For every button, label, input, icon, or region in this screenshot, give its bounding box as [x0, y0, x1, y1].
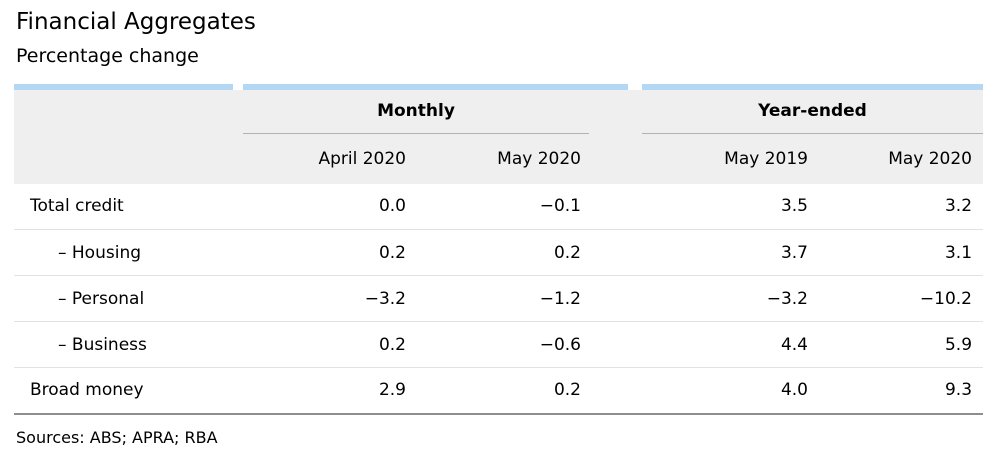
spacer-column	[589, 229, 642, 276]
cell-value: −1.2	[414, 275, 589, 322]
gap-column	[233, 367, 243, 415]
page-title: Financial Aggregates	[16, 9, 256, 35]
row-label: – Housing	[14, 229, 233, 276]
cell-value: 4.4	[642, 321, 816, 368]
gap-column	[233, 184, 243, 230]
spacer-column	[589, 184, 642, 230]
table-row-housing: – Housing 0.2 0.2 3.7 3.1	[14, 229, 984, 276]
sources-note: Sources: ABS; APRA; RBA	[16, 427, 218, 447]
accent-gap	[628, 84, 642, 90]
column-header-may-2020-year-ended: May 2020	[816, 133, 984, 184]
accent-segment-labels	[14, 83, 233, 90]
column-header-row: April 2020 May 2020 May 2019 May 2020	[14, 133, 984, 184]
financial-aggregates-page: Financial Aggregates Percentage change M…	[0, 8, 996, 447]
cell-value: 3.5	[780, 196, 808, 217]
accent-gap	[233, 84, 243, 90]
spacer-column	[589, 89, 642, 134]
cell-value: 2.9	[243, 367, 414, 415]
gap-column	[233, 133, 243, 184]
spacer-column	[589, 367, 642, 415]
accent-segment-year-ended	[642, 83, 983, 90]
row-label: – Business	[14, 321, 233, 368]
spacer-column	[589, 321, 642, 368]
empty-label-header	[14, 89, 233, 134]
cell-value: 0.2	[414, 229, 589, 276]
cell-value: 9.3	[816, 367, 984, 415]
gap-column	[233, 89, 243, 134]
column-header-may-2019: May 2019	[642, 133, 816, 184]
cell-value: −3.2	[243, 275, 414, 322]
cell-value: 3.7	[642, 229, 816, 276]
cell-value: −3.2	[642, 275, 816, 322]
spacer-column	[589, 275, 642, 322]
empty-label-header	[14, 133, 233, 184]
accent-segment-monthly	[243, 83, 628, 90]
column-group-year-ended: Year-ended	[642, 89, 984, 135]
cell-value: 0.2	[414, 367, 589, 415]
cell-value: 3.1	[816, 229, 984, 276]
row-label: – Personal	[14, 275, 233, 322]
cell-value: 0.0	[378, 196, 406, 217]
spacer-column	[589, 133, 642, 184]
row-label: Total credit	[30, 196, 124, 217]
table-row-business: – Business 0.2 −0.6 4.4 5.9	[14, 321, 984, 368]
table-row-personal: – Personal −3.2 −1.2 −3.2 −10.2	[14, 275, 984, 322]
column-group-monthly: Monthly	[243, 89, 589, 135]
table-row-total-credit: Total credit 0.0 −0.1 3.5 3.2	[14, 184, 983, 230]
gap-column	[233, 275, 243, 322]
cell-value: 4.0	[642, 367, 816, 415]
page-subtitle: Percentage change	[16, 44, 199, 67]
gap-column	[233, 321, 243, 368]
cell-value: 0.2	[243, 229, 414, 276]
column-group-header-row: Monthly Year-ended	[14, 89, 984, 135]
cell-value: −0.6	[414, 321, 589, 368]
cell-value: 3.2	[944, 196, 973, 217]
financial-aggregates-table: Monthly Year-ended April 2020 May 2020 M…	[14, 89, 984, 415]
table-row-broad-money: Broad money 2.9 0.2 4.0 9.3	[14, 367, 984, 415]
column-header-may-2020-monthly: May 2020	[414, 133, 589, 184]
column-header-april-2020: April 2020	[243, 133, 414, 184]
cell-value: 5.9	[816, 321, 984, 368]
row-label: Broad money	[14, 367, 233, 415]
table-top-accent-bar	[14, 83, 983, 90]
cell-value: −0.1	[539, 196, 581, 217]
gap-column	[233, 229, 243, 276]
cell-value: −10.2	[816, 275, 984, 322]
cell-value: 0.2	[243, 321, 414, 368]
